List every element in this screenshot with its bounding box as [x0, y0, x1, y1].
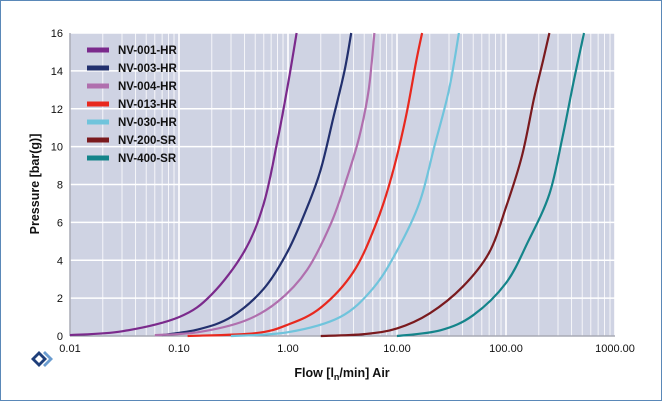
y-tick-label: 12	[51, 104, 63, 116]
legend-swatch	[87, 156, 109, 161]
y-axis-title: Pressure [bar(g)]	[28, 134, 42, 235]
legend-label: NV-001-HR	[118, 45, 177, 57]
legend-swatch	[87, 66, 109, 71]
y-tick-label: 8	[57, 180, 63, 192]
x-axis-title-part-1: Flow [l	[294, 366, 334, 380]
y-tick-label: 16	[51, 28, 63, 40]
legend-swatch	[87, 120, 109, 125]
x-tick-label: 10.00	[383, 343, 411, 355]
x-tick-label: 0.10	[168, 343, 189, 355]
y-tick-label: 10	[51, 142, 63, 154]
legend-swatch	[87, 84, 109, 89]
x-tick-label: 100.00	[489, 343, 523, 355]
x-tick-label: 0.01	[59, 343, 80, 355]
legend-label: NV-003-HR	[118, 63, 177, 75]
legend-swatch	[87, 48, 109, 53]
legend-label: NV-013-HR	[118, 99, 177, 111]
y-tick-label: 2	[57, 293, 63, 305]
y-tick-label: 0	[57, 331, 63, 343]
x-axis-title: Flow [ln/min] Air	[294, 366, 389, 382]
legend-label: NV-400-SR	[118, 153, 177, 165]
legend-swatch	[87, 102, 109, 107]
logo-icon	[31, 351, 53, 367]
y-tick-label: 14	[51, 66, 63, 78]
legend-label: NV-200-SR	[118, 135, 177, 147]
x-tick-label: 1000.00	[595, 343, 635, 355]
x-axis-title-part-2: /min] Air	[339, 366, 389, 380]
y-tick-label: 6	[57, 217, 63, 229]
legend-label: NV-004-HR	[118, 81, 177, 93]
y-tick-label: 4	[57, 255, 63, 267]
legend-label: NV-030-HR	[118, 117, 177, 129]
legend-swatch	[87, 138, 109, 143]
x-tick-label: 1.00	[277, 343, 298, 355]
